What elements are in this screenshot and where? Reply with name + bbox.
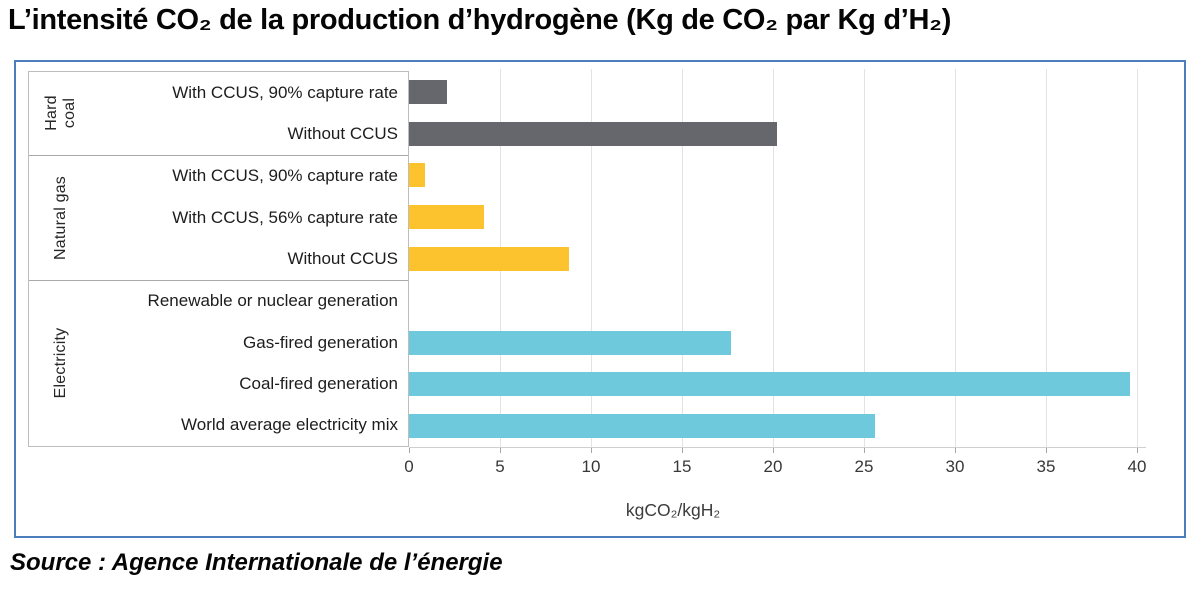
tick-label: 35 [1036, 457, 1056, 476]
bar [409, 330, 732, 355]
tick-mark [955, 448, 956, 453]
bar-label: With CCUS, 90% capture rate [172, 82, 398, 102]
bar-row [409, 238, 1137, 280]
bar-label: World average electricity mix [181, 415, 398, 435]
bar-label: Without CCUS [287, 124, 398, 144]
bar-label: Coal-fired generation [239, 373, 398, 393]
tick-label: 25 [854, 457, 874, 476]
bar-row [409, 196, 1137, 238]
bar-row [409, 71, 1137, 113]
bar-label-row: World average electricity mix [93, 405, 408, 446]
bar [409, 121, 777, 146]
group-name-label: Natural gas [52, 175, 69, 260]
tick-mark [591, 448, 592, 453]
tick-label: 20 [763, 457, 783, 476]
gridline-30 [955, 69, 956, 448]
x-axis-label: kgCO₂/kgH₂ [625, 500, 721, 520]
bar-row [409, 322, 1137, 364]
group-name-cell: Hard coal [29, 72, 93, 155]
bar [409, 372, 1130, 397]
gridline-20 [773, 69, 774, 448]
label-rows: With CCUS, 90% capture rate With CCUS, 56… [93, 156, 408, 280]
tick-mark [409, 448, 410, 453]
bar-row [409, 405, 1137, 447]
bar-label: With CCUS, 56% capture rate [172, 207, 398, 227]
tick-label: 0 [404, 457, 414, 476]
bar-label: Gas-fired generation [243, 332, 398, 352]
bar-label-row: Coal-fired generation [93, 363, 408, 404]
bar-label: Without CCUS [287, 248, 398, 268]
bar-label: Renewable or nuclear generation [147, 291, 398, 311]
bar-label-row: Renewable or nuclear generation [93, 281, 408, 322]
group-name-cell: Electricity [29, 281, 93, 446]
tick-label: 40 [1127, 457, 1147, 476]
bar [409, 414, 875, 439]
tick-mark [500, 448, 501, 453]
tick-mark [1137, 448, 1138, 453]
chart-title: L’intensité CO₂ de la production d’hydro… [8, 4, 952, 36]
bar-row [409, 280, 1137, 322]
bar [409, 79, 448, 104]
category-group: Hard coal With CCUS, 90% capture rate With… [29, 72, 408, 156]
category-group: Natural gas With CCUS, 90% capture rate Wi… [29, 156, 408, 281]
tick-mark [682, 448, 683, 453]
source-caption: Source : Agence Internationale de l’éner… [10, 549, 503, 576]
gridline-15 [682, 69, 683, 448]
gridline-10 [591, 69, 592, 448]
chart-frame: Hard coal With CCUS, 90% capture rate With… [14, 60, 1186, 538]
label-rows: With CCUS, 90% capture rate Without CCUS [93, 72, 408, 155]
tick-mark [773, 448, 774, 453]
bar [409, 247, 570, 272]
group-name-cell: Natural gas [29, 156, 93, 280]
bar-label-row: Gas-fired generation [93, 322, 408, 363]
bar-label-row: Without CCUS [93, 113, 408, 154]
group-name-label: Hard coal [43, 95, 78, 132]
gridline-25 [864, 69, 865, 448]
tick-label: 10 [581, 457, 601, 476]
tick-label: 15 [672, 457, 692, 476]
x-axis-line [409, 447, 1146, 448]
label-rows: Renewable or nuclear generation Gas-fired… [93, 281, 408, 446]
tick-mark [1046, 448, 1047, 453]
gridline-35 [1046, 69, 1047, 448]
bar [409, 205, 484, 230]
bar-row [409, 363, 1137, 405]
x-axis-ticks: 0 5 10 15 20 25 30 35 40 [404, 447, 1146, 487]
bar-label-row: Without CCUS [93, 238, 408, 279]
bar-label-row: With CCUS, 56% capture rate [93, 197, 408, 238]
tick-mark [864, 448, 865, 453]
group-name-label: Electricity [52, 328, 69, 399]
bar-label-row: With CCUS, 90% capture rate [93, 72, 408, 113]
bar-label-row: With CCUS, 90% capture rate [93, 156, 408, 197]
bar [409, 163, 426, 188]
tick-label: 5 [495, 457, 505, 476]
bar-row [409, 155, 1137, 197]
tick-label: 30 [945, 457, 965, 476]
category-group: Electricity Renewable or nuclear generati… [29, 281, 408, 446]
bar-label: With CCUS, 90% capture rate [172, 166, 398, 186]
bar-row [409, 113, 1137, 155]
bars-area [409, 71, 1137, 447]
category-label-box: Hard coal With CCUS, 90% capture rate With… [28, 71, 409, 447]
gridline-40 [1137, 69, 1138, 448]
